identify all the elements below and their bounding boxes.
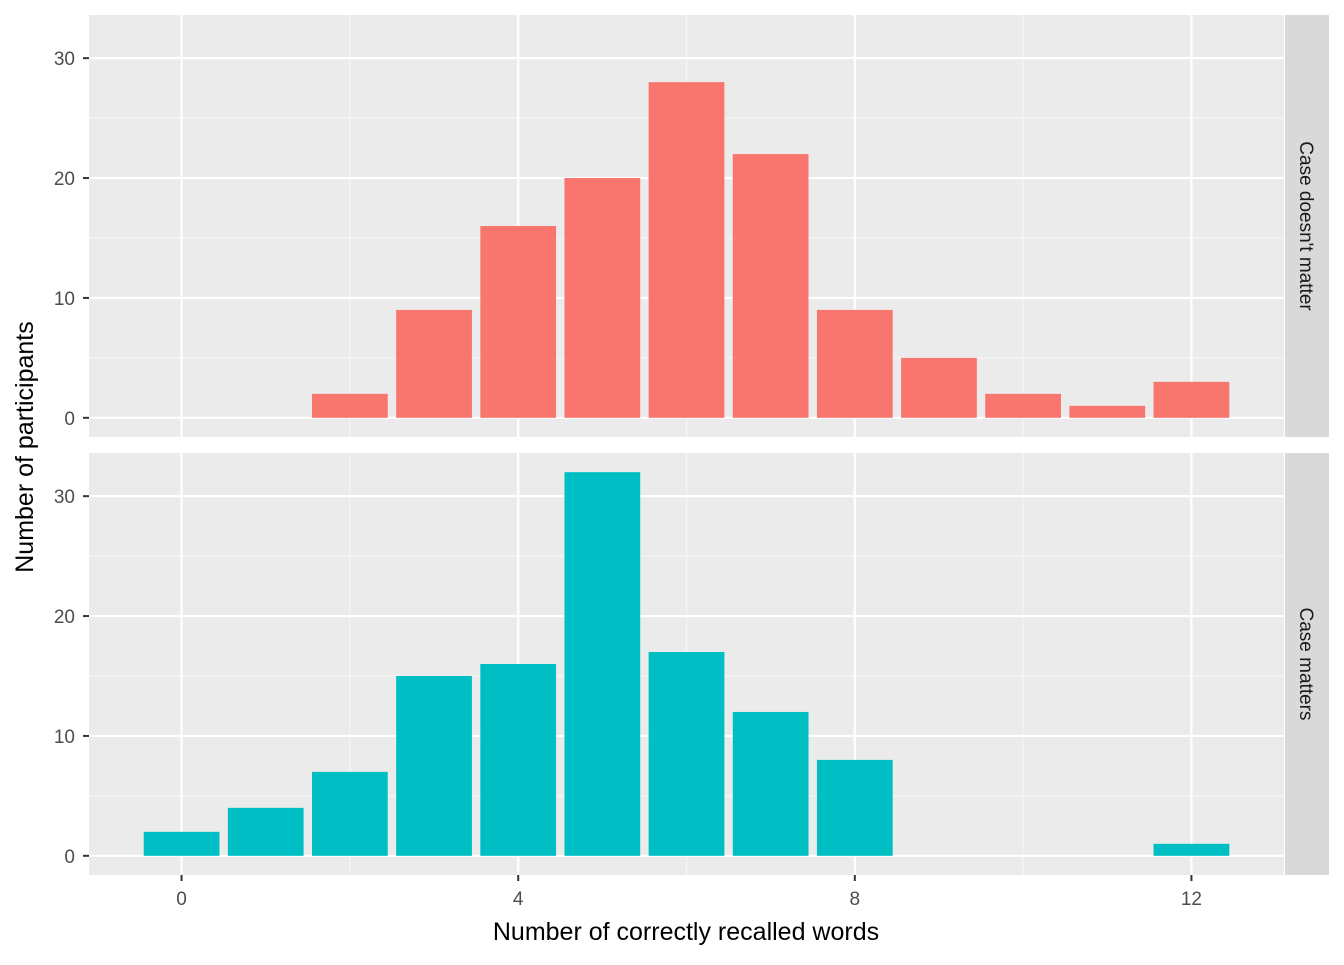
y-tick-label: 10 [54,289,75,310]
bar-x2 [312,393,388,418]
x-tick-label: 12 [1181,889,1202,910]
x-tick-label: 4 [513,889,524,910]
bar-x1 [227,807,304,856]
y-tick-label: 20 [54,169,75,190]
x-axis-title: Number of correctly recalled words [493,918,879,946]
bar-x5 [564,472,641,856]
axes-layer: 0 10 20 30 0 10 20 30 0 4 8 12 [54,49,1202,910]
bar-x5 [564,178,641,418]
facet-strip-label: Case matters [1295,608,1316,721]
bar-x8 [816,309,893,418]
bar-x12 [1153,381,1230,418]
bar-x11 [1069,405,1146,418]
bar-x3 [396,309,472,418]
bar-x10 [985,393,1061,418]
bar-x6 [648,652,725,856]
y-tick-label: 30 [54,487,75,508]
bar-x4 [480,664,557,856]
bar-x0 [143,831,220,856]
bar-x2 [312,771,388,856]
bar-x3 [396,675,472,856]
y-tick-label: 0 [64,409,75,430]
panel-1: Case doesn't matter [89,15,1329,437]
bar-x4 [480,226,557,418]
x-tick-label: 0 [176,889,187,910]
x-tick-label: 8 [850,889,861,910]
y-tick-label: 0 [64,847,75,868]
bar-x12 [1153,843,1230,856]
y-tick-label: 30 [54,49,75,70]
bar-x8 [816,759,893,856]
y-axis-title: Number of participants [11,321,39,573]
facet-strip-label: Case doesn't matter [1295,141,1316,311]
panel-2: Case matters [89,453,1329,875]
y-tick-label: 10 [54,727,75,748]
panels-layer: Case doesn't matter Case matters [89,15,1329,875]
facet-strip [1285,15,1329,437]
bar-x9 [901,357,977,418]
bar-x7 [732,711,809,856]
y-tick-label: 20 [54,607,75,628]
bar-x7 [732,154,809,418]
facet-strip [1285,453,1329,875]
bar-x6 [648,82,725,418]
